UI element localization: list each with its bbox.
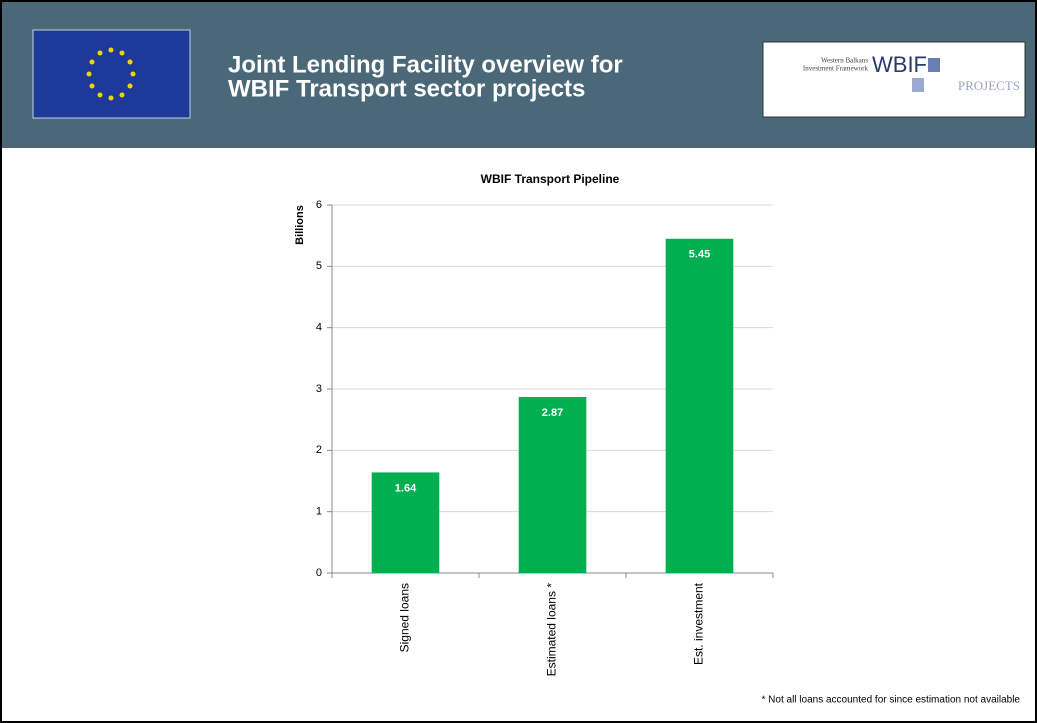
logo-big: WBIF — [872, 52, 927, 77]
logo-sub: PROJECTS — [958, 78, 1020, 93]
logo-square — [928, 58, 940, 72]
eu-flag — [32, 29, 191, 119]
data-label: 1.64 — [395, 482, 417, 494]
logo-square — [912, 78, 924, 92]
y-tick-label: 3 — [316, 383, 322, 395]
y-tick-label: 0 — [316, 567, 322, 579]
data-label: 5.45 — [689, 249, 710, 261]
x-tick-label: Signed loans — [398, 583, 412, 652]
header-title: Joint Lending Facility overview for — [228, 51, 623, 78]
header-title: WBIF Transport sector projects — [228, 75, 585, 102]
bar — [371, 472, 440, 573]
y-tick-label: 2 — [316, 444, 322, 456]
bar — [518, 396, 587, 573]
logo-box — [762, 41, 1026, 118]
logo-small: Western Balkans — [821, 57, 868, 65]
chart-title: WBIF Transport Pipeline — [481, 172, 620, 186]
x-tick-label: Estimated loans * — [545, 583, 559, 677]
y-tick-label: 1 — [316, 506, 322, 518]
y-tick-label: 6 — [316, 199, 322, 211]
data-label: 2.87 — [542, 407, 563, 419]
x-tick-label: Est. investment — [692, 582, 706, 665]
y-axis-label: Billions — [294, 205, 306, 245]
footnote: * Not all loans accounted for since esti… — [762, 695, 1021, 706]
y-tick-label: 4 — [316, 322, 322, 334]
logo-small: Investment Framework — [803, 65, 869, 73]
eu-stars — [86, 47, 136, 101]
y-tick-label: 5 — [316, 260, 322, 272]
bar — [665, 238, 734, 573]
